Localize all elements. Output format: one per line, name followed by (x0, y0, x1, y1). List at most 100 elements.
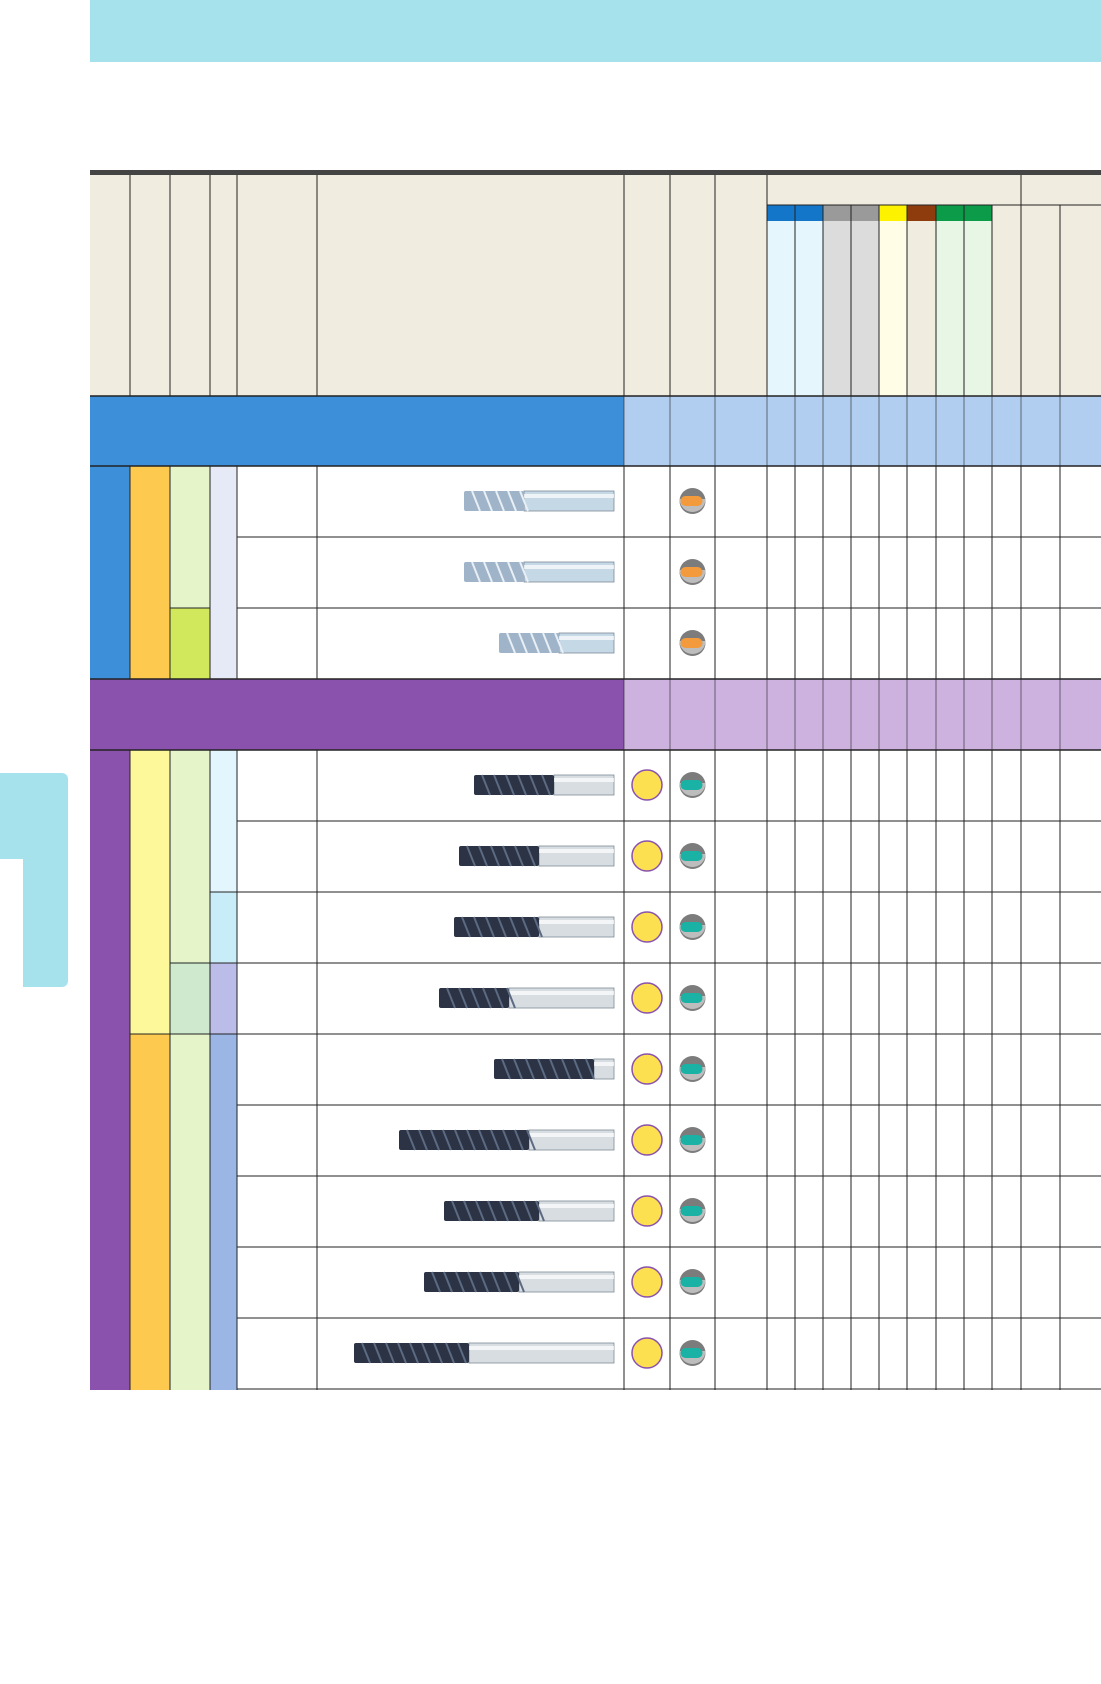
recommended-circle-icon (631, 1124, 663, 1156)
tool-flute-spiral (535, 1200, 545, 1222)
tool-flute-spiral (573, 1058, 583, 1080)
tool-flute-spiral (514, 1129, 524, 1151)
tool-shank-highlight (509, 991, 614, 995)
endmill-rougher-icon (424, 1271, 615, 1293)
tool-flute-spiral (406, 1129, 416, 1151)
tool-flute-spiral (458, 987, 468, 1009)
endmill-aluminium-rougher-icon (464, 490, 615, 512)
tool-shank-highlight (469, 1346, 614, 1350)
endmill-2flute-long-icon (459, 845, 615, 867)
tool-flute-spiral (493, 774, 503, 796)
tool-flute-spiral (511, 1200, 521, 1222)
material-column-tint (823, 221, 851, 396)
tool-shank-highlight (519, 1275, 614, 1279)
endmill-aluminium-wavy-icon (464, 561, 615, 583)
tool-shank-highlight (529, 1133, 614, 1137)
tool-flute-spiral (554, 632, 564, 654)
section-index-tab-extension[interactable] (23, 859, 68, 987)
top-banner (90, 0, 1101, 62)
coating-indicator-icon (679, 1269, 706, 1295)
tool-flute-spiral (490, 1129, 500, 1151)
recommended-circle-icon (631, 769, 663, 801)
tool-flute-spiral (385, 1342, 395, 1364)
material-column-tint (851, 221, 879, 396)
tool-flute-spiral (470, 987, 480, 1009)
coating-indicator-icon (679, 843, 706, 869)
group-band-purple-tint (624, 679, 1101, 750)
recommended-circle-icon (631, 1337, 663, 1369)
category-cell (170, 750, 210, 963)
material-key-swatch (879, 205, 907, 221)
tool-flute-spiral (514, 845, 524, 867)
tool-flute-spiral (533, 916, 543, 938)
tool-flute-spiral (585, 1058, 595, 1080)
tool-flute-spiral (495, 490, 505, 512)
tool-flute-spiral (509, 916, 519, 938)
tool-flute-spiral (490, 845, 500, 867)
category-cell (130, 466, 170, 679)
coating-indicator-icon (679, 1127, 706, 1153)
coating-band (680, 1064, 703, 1074)
category-cell (210, 750, 237, 892)
tool-flute-spiral (521, 916, 531, 938)
category-cell (210, 1034, 237, 1390)
tool-flute-spiral (467, 1271, 477, 1293)
material-key-swatch (907, 205, 936, 221)
tool-shank-highlight (554, 778, 614, 782)
tool-flute-spiral (499, 1200, 509, 1222)
tool-flute-spiral (506, 987, 516, 1009)
tool-flute-spiral (431, 1271, 441, 1293)
material-column-tint (907, 221, 936, 396)
coating-band (680, 1206, 703, 1216)
tool-flute-spiral (529, 774, 539, 796)
endmill-aluminium-short-icon (499, 632, 615, 654)
tool-flute-spiral (373, 1342, 383, 1364)
endmill-short-rougher-icon (494, 1058, 615, 1080)
group-sidebar-blue (90, 466, 130, 679)
tool-flute-spiral (561, 1058, 571, 1080)
endmill-4flute-icon (439, 987, 615, 1009)
tool-flute-spiral (530, 632, 540, 654)
tool-flute-spiral (397, 1342, 407, 1364)
table-graphic (90, 170, 1101, 1390)
endmill-rougher-long-icon (399, 1129, 615, 1151)
category-cell (130, 750, 170, 1034)
tool-shank-highlight (539, 1204, 614, 1208)
tool-flute-spiral (518, 632, 528, 654)
tool-flute-spiral (517, 774, 527, 796)
tool-flute-spiral (502, 845, 512, 867)
recommended-circle-icon (631, 911, 663, 943)
tool-flute-spiral (463, 1200, 473, 1222)
coating-indicator-icon (679, 559, 706, 585)
tool-shank-highlight (594, 1062, 614, 1066)
tool-flute-spiral (466, 845, 476, 867)
tool-flute-spiral (513, 1058, 523, 1080)
tool-flute-spiral (451, 1200, 461, 1222)
tool-flute-spiral (478, 845, 488, 867)
tool-selection-table (90, 170, 1101, 1390)
tool-flute-spiral (526, 1129, 536, 1151)
tool-flute-spiral (479, 1271, 489, 1293)
coating-indicator-icon (679, 914, 706, 940)
coating-indicator-icon (679, 772, 706, 798)
section-index-tab[interactable] (0, 773, 68, 859)
coating-indicator-icon (679, 1198, 706, 1224)
tool-flute-spiral (466, 1129, 476, 1151)
tool-flute-spiral (526, 845, 536, 867)
tool-flute-spiral (430, 1129, 440, 1151)
tool-flute-spiral (537, 1058, 547, 1080)
category-cell (170, 963, 210, 1034)
tool-flute-spiral (507, 490, 517, 512)
tool-flute-spiral (523, 1200, 533, 1222)
tool-flute-spiral (494, 987, 504, 1009)
material-column-tint (964, 221, 992, 396)
tool-shank-highlight (559, 636, 614, 640)
tool-flute-spiral (501, 1058, 511, 1080)
group-band-blue (90, 396, 624, 466)
tool-flute-spiral (502, 1129, 512, 1151)
endmill-3flute-icon (454, 916, 615, 938)
tool-flute-spiral (519, 561, 529, 583)
coating-band (680, 638, 703, 648)
tool-flutes (459, 846, 539, 866)
category-cell (170, 1034, 210, 1390)
